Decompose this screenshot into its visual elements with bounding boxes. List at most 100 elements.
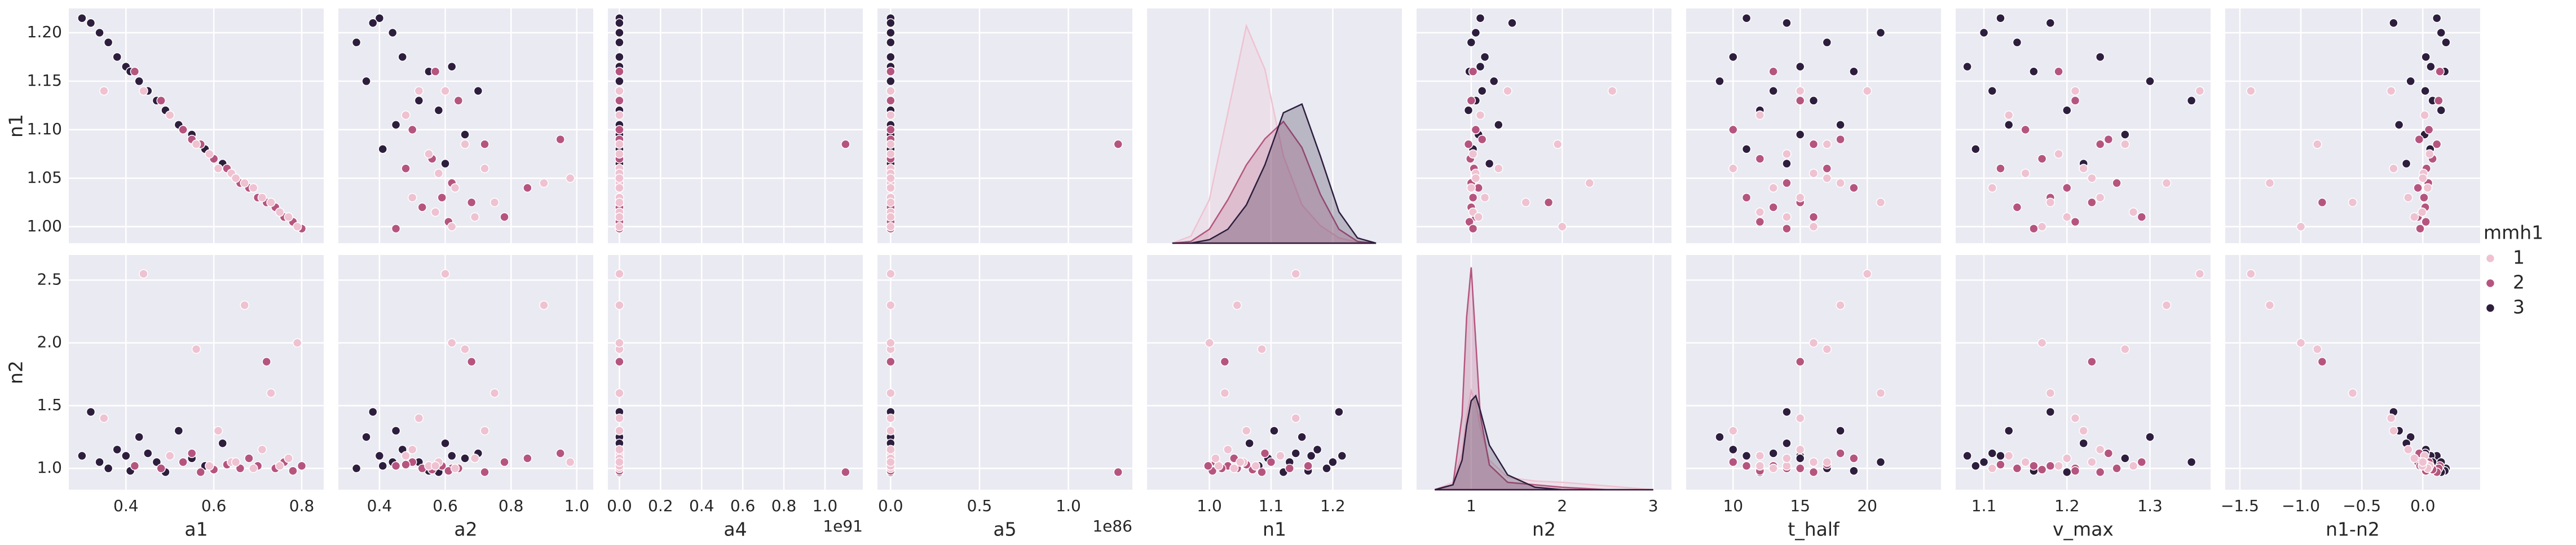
scatter-point bbox=[2070, 413, 2080, 423]
scatter-point bbox=[1782, 18, 1792, 28]
scatter-point bbox=[134, 76, 144, 86]
scatter-point bbox=[2070, 217, 2080, 227]
scatter-point bbox=[2004, 110, 2014, 120]
scatter-point bbox=[178, 457, 188, 467]
scatter-point bbox=[2348, 197, 2358, 208]
scatter-point bbox=[288, 466, 298, 476]
scatter-point bbox=[99, 413, 109, 423]
scatter-point bbox=[1477, 134, 1487, 144]
legend-marker bbox=[2485, 253, 2495, 263]
scatter-point bbox=[2313, 139, 2322, 149]
scatter-point bbox=[249, 183, 258, 193]
scatter-point bbox=[244, 454, 254, 463]
x-axis-label: a1 bbox=[184, 518, 208, 540]
scatter-point bbox=[2120, 344, 2130, 354]
scatter-point bbox=[1543, 197, 1554, 208]
scatter-point bbox=[2037, 338, 2047, 348]
panel-background bbox=[338, 255, 593, 490]
scatter-point bbox=[886, 445, 896, 455]
scatter-point bbox=[2128, 207, 2138, 217]
x-tick-label: 0.0 bbox=[607, 496, 632, 515]
scatter-point bbox=[489, 388, 500, 398]
scatter-point bbox=[1334, 407, 1344, 417]
x-tick-label: 2 bbox=[1557, 496, 1567, 515]
scatter-point bbox=[1285, 463, 1295, 473]
scatter-point bbox=[95, 28, 104, 38]
scatter-point bbox=[480, 164, 489, 173]
scatter-point bbox=[1489, 76, 1499, 86]
scatter-point bbox=[615, 149, 624, 159]
scatter-point bbox=[1463, 106, 1474, 115]
scatter-point bbox=[1782, 159, 1792, 169]
y-axis-label: n2 bbox=[5, 361, 27, 384]
scatter-point bbox=[1876, 388, 1886, 398]
scatter-point bbox=[1728, 125, 1738, 135]
scatter-point bbox=[103, 37, 113, 47]
scatter-point bbox=[2095, 192, 2105, 203]
scatter-point bbox=[1809, 338, 1819, 348]
scatter-point bbox=[1755, 451, 1765, 461]
scatter-point bbox=[1337, 451, 1347, 461]
scatter-point bbox=[2420, 86, 2430, 96]
scatter-point bbox=[2418, 207, 2427, 217]
scatter-point bbox=[2062, 454, 2072, 463]
scatter-point bbox=[2296, 222, 2306, 232]
scatter-point bbox=[165, 451, 175, 461]
scatter-point bbox=[1809, 168, 1819, 178]
scatter-point bbox=[1996, 451, 2005, 461]
scatter-point bbox=[361, 76, 371, 86]
scatter-point bbox=[615, 269, 624, 279]
scatter-point bbox=[156, 463, 166, 473]
scatter-point bbox=[1971, 144, 1980, 154]
scatter-point bbox=[1768, 86, 1778, 96]
scatter-point bbox=[2079, 164, 2088, 173]
x-tick-label: 0.4 bbox=[113, 496, 139, 515]
panel-background bbox=[1686, 255, 1941, 490]
scatter-point bbox=[1795, 130, 1805, 139]
scatter-point bbox=[2079, 438, 2088, 448]
scatter-point bbox=[1795, 96, 1805, 106]
scatter-point bbox=[886, 183, 896, 193]
scatter-point bbox=[615, 426, 624, 436]
scatter-point bbox=[240, 178, 249, 188]
scatter-point bbox=[886, 110, 896, 120]
scatter-point bbox=[886, 76, 896, 86]
scatter-point bbox=[2394, 120, 2404, 130]
scatter-point bbox=[2403, 445, 2413, 455]
axis-offset-label: 1e86 bbox=[1092, 517, 1132, 535]
scatter-point bbox=[1876, 457, 1886, 467]
scatter-point bbox=[1466, 37, 1476, 47]
scatter-point bbox=[1809, 222, 1819, 232]
scatter-point bbox=[1768, 67, 1778, 76]
kde-curve bbox=[1172, 120, 1377, 244]
scatter-point bbox=[2424, 149, 2434, 159]
scatter-point bbox=[2103, 134, 2114, 144]
scatter-point bbox=[257, 192, 267, 203]
scatter-point bbox=[480, 467, 489, 477]
scatter-point bbox=[130, 461, 140, 471]
legend-title: mmh1 bbox=[2484, 222, 2543, 244]
scatter-point bbox=[565, 173, 575, 183]
scatter-point bbox=[2420, 110, 2429, 120]
scatter-point bbox=[2436, 28, 2446, 38]
scatter-point bbox=[205, 149, 214, 159]
scatter-point bbox=[398, 52, 407, 62]
scatter-point bbox=[1962, 451, 1972, 461]
scatter-point bbox=[2087, 197, 2097, 208]
scatter-point bbox=[368, 407, 378, 417]
x-tick-label: 1.0 bbox=[1197, 496, 1222, 515]
panel-background bbox=[338, 8, 593, 243]
scatter-point bbox=[2054, 149, 2063, 159]
scatter-point bbox=[886, 52, 896, 62]
scatter-point bbox=[2386, 413, 2396, 423]
scatter-point bbox=[2415, 223, 2425, 234]
scatter-point bbox=[1987, 463, 1997, 473]
scatter-point bbox=[437, 192, 447, 203]
scatter-point bbox=[1795, 454, 1805, 463]
scatter-point bbox=[2389, 18, 2398, 28]
scatter-point bbox=[2246, 269, 2256, 279]
x-axis-label: a5 bbox=[993, 518, 1016, 540]
scatter-point bbox=[1494, 164, 1503, 173]
scatter-point bbox=[1782, 223, 1792, 234]
scatter-point bbox=[165, 110, 175, 120]
